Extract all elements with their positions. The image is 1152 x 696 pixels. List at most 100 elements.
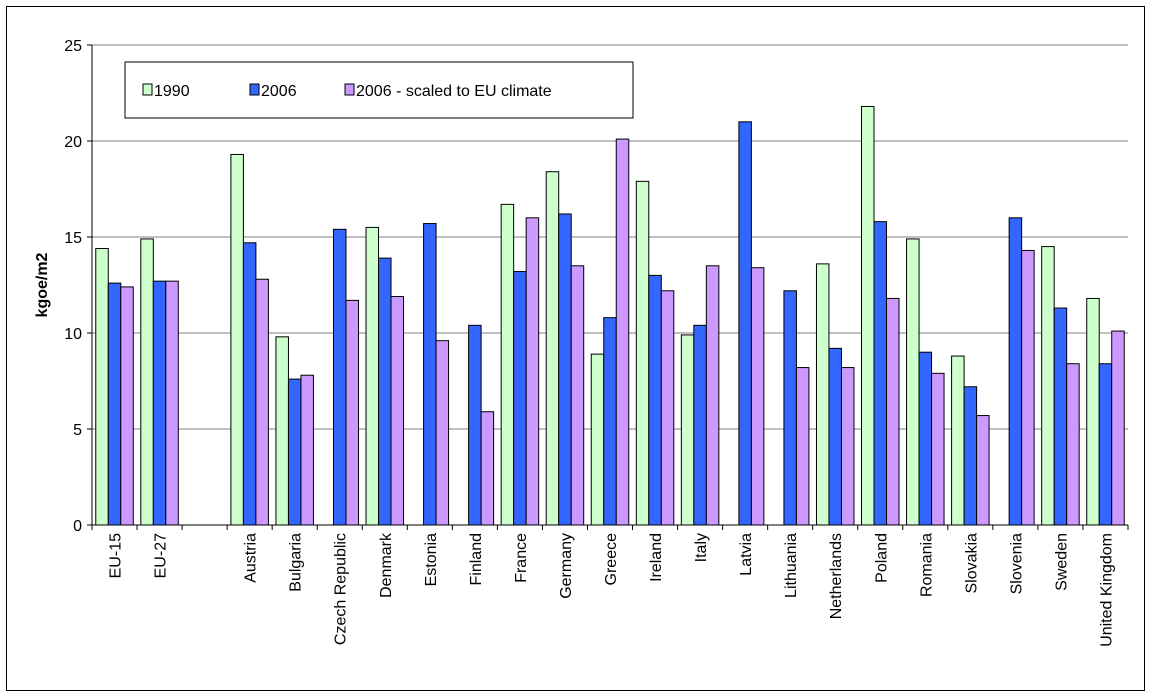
bar: [660, 290, 675, 526]
bar: [255, 278, 269, 526]
bar: [635, 180, 650, 526]
bar: [345, 299, 359, 526]
bar: [1021, 249, 1035, 526]
bar: [513, 271, 527, 526]
y-tick-labels: 0 5 10 15 20 25: [64, 38, 82, 535]
bar: [287, 378, 302, 526]
bar: [120, 286, 134, 526]
bar: [931, 372, 945, 526]
legend-label: 2006: [261, 83, 297, 100]
bar: [95, 248, 109, 526]
legend-swatch: [142, 83, 153, 96]
bar: [815, 263, 830, 526]
x-tick-label: France: [513, 533, 530, 583]
bar: [275, 336, 289, 526]
x-tick-label: Finland: [468, 533, 485, 585]
bar: [705, 265, 720, 526]
axes: [87, 44, 1129, 530]
x-tick-label: Romania: [918, 533, 935, 597]
legend-label: 1990: [154, 83, 190, 100]
y-tick-label: 0: [73, 518, 82, 535]
bar: [1111, 330, 1125, 526]
x-tick-label: Ireland: [648, 533, 665, 582]
legend-swatch: [249, 83, 260, 96]
bar: [828, 347, 842, 526]
bars: [95, 105, 1125, 526]
bar: [332, 228, 347, 526]
bar: [648, 274, 662, 526]
bar: [390, 296, 405, 526]
bar: [570, 265, 585, 526]
bar: [525, 217, 540, 526]
x-tick-label: Czech Republic: [333, 533, 350, 645]
y-tick-label: 20: [64, 134, 82, 151]
x-tick-label: Estonia: [423, 533, 440, 586]
x-tick-label: Austria: [243, 533, 260, 583]
bar: [435, 340, 450, 526]
bar: [558, 213, 572, 526]
bar: [680, 334, 695, 526]
bar: [423, 223, 437, 526]
x-tick-label: Slovenia: [1008, 533, 1025, 594]
legend-box: [124, 61, 634, 119]
bar: [300, 374, 314, 526]
y-tick-label: 25: [64, 38, 82, 55]
bar: [1053, 307, 1068, 526]
x-tick-label: Netherlands: [828, 533, 845, 619]
x-tick-label: Lithuania: [783, 533, 800, 598]
x-tick-labels: EU-15 EU-27 Austria Bulgaria Czech Republic D…: [108, 532, 1116, 647]
bar: [951, 355, 965, 526]
bar: [1066, 363, 1080, 526]
bar: [545, 171, 560, 526]
legend-swatch: [344, 83, 355, 96]
bar: [906, 238, 920, 526]
x-tick-label: Slovakia: [963, 533, 980, 594]
x-tick-label: Greece: [603, 533, 620, 586]
bar: [918, 351, 933, 526]
legend: 1990 2006 2006 - scaled to EU climate: [124, 61, 634, 119]
bar: [603, 317, 617, 526]
x-tick-label: Bulgaria: [288, 533, 305, 592]
bar: [1098, 363, 1113, 526]
bar: [861, 105, 875, 526]
bar: [738, 121, 752, 526]
x-tick-label: Denmark: [378, 532, 395, 598]
x-tick-label: EU-27: [153, 533, 170, 578]
legend-label: 2006 - scaled to EU climate: [356, 83, 552, 100]
bar: [165, 280, 179, 526]
bar: [152, 280, 167, 526]
y-tick-label: 10: [64, 326, 82, 343]
x-tick-label: EU-15: [108, 533, 125, 578]
bar: [590, 353, 605, 526]
x-tick-label: United Kingdom: [1098, 533, 1115, 647]
bar: [378, 257, 392, 526]
y-tick-label: 5: [73, 422, 82, 439]
x-tick-label: Latvia: [738, 533, 755, 576]
bar: [963, 386, 978, 526]
bar: [242, 242, 257, 526]
x-tick-label: Italy: [693, 533, 710, 562]
bar: [795, 367, 810, 526]
bar: [1086, 297, 1100, 526]
bar: [783, 290, 797, 526]
bar: [693, 324, 707, 526]
bar: [615, 138, 630, 526]
bar: [468, 324, 482, 526]
y-axis-label: kgoe/m2: [34, 252, 51, 317]
y-tick-label: 15: [64, 230, 82, 247]
x-tick-label: Germany: [558, 533, 575, 599]
bar: [107, 282, 122, 526]
bar: [140, 238, 154, 526]
bar: [873, 221, 888, 526]
bar: [365, 226, 380, 526]
bar: [750, 267, 765, 526]
bar: [1041, 246, 1055, 526]
bar: [840, 367, 855, 526]
bar: [500, 203, 515, 526]
bar: [886, 297, 900, 526]
x-tick-label: Poland: [873, 533, 890, 583]
bar: [1008, 217, 1023, 526]
x-tick-label: Sweden: [1053, 533, 1070, 591]
bar: [480, 411, 495, 526]
